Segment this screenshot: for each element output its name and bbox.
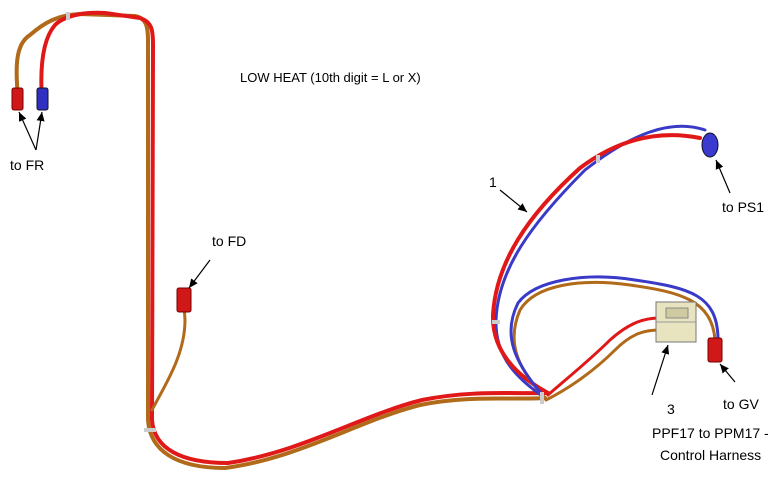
connectors: [11, 12, 723, 432]
cable-tie: [492, 320, 500, 324]
ps1-loop-blue: [494, 124, 707, 400]
cable-tie: [596, 155, 600, 163]
fd-branch: [150, 303, 187, 412]
arrow: [651, 344, 670, 396]
item-number: 3: [667, 401, 675, 417]
harness-wires: [14, 10, 720, 470]
arrow: [35, 111, 45, 151]
gv-loop-blue: [509, 275, 720, 394]
cable-tie: [66, 12, 70, 20]
ps1-loop-red: [490, 133, 702, 395]
arrow: [719, 363, 736, 383]
label: PPF17 to PPM17 -: [652, 425, 769, 441]
label: to PS1: [722, 199, 764, 215]
connector-detail: [665, 307, 689, 319]
connector-lead-brown: [544, 328, 662, 402]
trunk-brown: [14, 12, 547, 470]
item-number: 1: [489, 174, 497, 190]
cable-tie: [540, 392, 544, 404]
arrow: [18, 111, 37, 151]
diagram-title: LOW HEAT (10th digit = L or X): [240, 70, 421, 85]
arrow: [188, 259, 211, 289]
arrow: [499, 189, 528, 213]
trunk-red: [39, 10, 550, 465]
label: Control Harness: [660, 447, 761, 463]
fr-connector-blue: [36, 87, 49, 111]
arrow: [715, 159, 731, 194]
label: to FR: [10, 157, 44, 173]
fr-connector-red: [11, 87, 24, 111]
arrows: [18, 111, 736, 396]
connector-lead-red: [546, 316, 662, 397]
gv-connector: [707, 337, 723, 363]
cable-tie: [144, 428, 156, 432]
label: to FD: [212, 233, 246, 249]
ps1-connector: [701, 132, 719, 158]
label: to GV: [723, 396, 759, 412]
fd-connector: [176, 287, 192, 313]
